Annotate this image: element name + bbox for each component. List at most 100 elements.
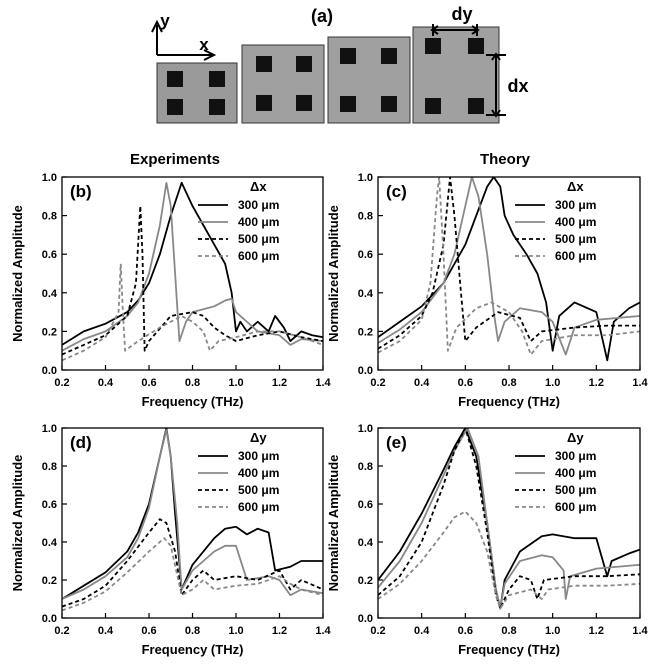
y-tick-label: 0.6 xyxy=(42,499,57,511)
panel-label: (e) xyxy=(386,433,407,452)
series-line xyxy=(378,177,640,356)
series-line xyxy=(62,518,323,608)
legend-label: 500 μm xyxy=(555,232,596,246)
x-tick-label: 0.4 xyxy=(98,625,114,637)
x-tick-label: 1.2 xyxy=(589,625,604,637)
y-axis-label: Normalized Amplitude xyxy=(10,205,25,342)
legend-title: Δx xyxy=(250,179,267,194)
x-axis-label: Frequency (THz) xyxy=(142,394,244,409)
panel-label: (d) xyxy=(70,433,92,452)
y-tick-label: 0.0 xyxy=(358,365,373,377)
y-tick-label: 0.2 xyxy=(358,575,373,587)
y-tick-label: 0.8 xyxy=(358,461,373,473)
x-tick-label: 0.8 xyxy=(185,377,200,389)
y-tick-label: 0.0 xyxy=(42,365,57,377)
legend-label: 300 μm xyxy=(555,449,596,463)
legend-label: 400 μm xyxy=(555,466,596,480)
x-tick-label: 0.8 xyxy=(185,625,200,637)
axes-arrows xyxy=(151,19,506,118)
y-tick-label: 0.4 xyxy=(358,288,374,300)
x-tick-label: 1.4 xyxy=(632,625,648,637)
panel-a: y x (a) dy dx xyxy=(151,4,529,124)
x-tick-label: 0.2 xyxy=(54,625,69,637)
y-tick-label: 1.0 xyxy=(42,423,57,435)
dy-label: dy xyxy=(451,4,472,24)
plot-frame xyxy=(377,176,641,371)
x-tick-label: 1.2 xyxy=(272,625,287,637)
plot-lines xyxy=(62,181,323,362)
chart: 0.2 0.4 0.6 0.8 1.0 1.2 1.40.00.20.40.60.81.0(… xyxy=(326,423,649,657)
legend-label: 600 μm xyxy=(555,249,596,263)
x-tick-label: 1.0 xyxy=(228,377,243,389)
y-tick-label: 0.8 xyxy=(42,461,57,473)
series-line xyxy=(378,177,640,350)
legend-label: 500 μm xyxy=(555,483,596,497)
series-line xyxy=(378,510,640,610)
panel-label: (b) xyxy=(70,182,92,201)
x-axis-label: Frequency (THz) xyxy=(458,642,560,657)
panel-label: (a) xyxy=(311,6,333,26)
legend-label: 300 μm xyxy=(238,449,279,463)
x-tick-label: 0.6 xyxy=(141,377,156,389)
panel-label: (c) xyxy=(386,182,407,201)
x-tick-label: 0.8 xyxy=(501,377,516,389)
plot-frame xyxy=(61,427,324,619)
x-tick-label: 1.0 xyxy=(228,625,243,637)
y-axis-label: Normalized Amplitude xyxy=(326,205,341,342)
legend-label: 400 μm xyxy=(238,466,279,480)
legend-label: 400 μm xyxy=(238,215,279,229)
x-tick-label: 0.6 xyxy=(458,377,473,389)
y-tick-label: 1.0 xyxy=(358,423,373,435)
y-tick-label: 0.4 xyxy=(42,288,58,300)
x-tick-label: 1.2 xyxy=(272,377,287,389)
plot-frame xyxy=(377,427,641,619)
x-tick-label: 1.4 xyxy=(315,625,331,637)
x-tick-label: 0.6 xyxy=(458,625,473,637)
y-tick-label: 0.0 xyxy=(42,613,57,625)
x-tick-label: 0.6 xyxy=(141,625,156,637)
axis-x-label: x xyxy=(199,35,209,54)
series-line xyxy=(62,428,323,600)
legend-label: 600 μm xyxy=(238,249,279,263)
x-axis-label: Frequency (THz) xyxy=(458,394,560,409)
y-tick-label: 0.8 xyxy=(358,211,373,223)
y-tick-label: 0.0 xyxy=(358,613,373,625)
x-tick-label: 1.2 xyxy=(589,377,604,389)
y-tick-label: 0.8 xyxy=(42,211,57,223)
y-tick-label: 0.6 xyxy=(358,249,373,261)
legend-title: Δy xyxy=(567,430,584,445)
x-tick-label: 0.8 xyxy=(501,625,516,637)
legend-title: Δy xyxy=(250,430,267,445)
y-tick-label: 0.6 xyxy=(42,249,57,261)
legend-label: 500 μm xyxy=(238,232,279,246)
series-line xyxy=(378,428,640,610)
legend-label: 400 μm xyxy=(555,215,596,229)
axis-y-label: y xyxy=(160,11,170,30)
series-line xyxy=(62,181,323,346)
y-tick-label: 0.2 xyxy=(42,326,57,338)
x-tick-label: 0.4 xyxy=(414,625,430,637)
legend-label: 300 μm xyxy=(555,198,596,212)
legend-title: Δx xyxy=(567,179,584,194)
x-tick-label: 1.4 xyxy=(315,377,331,389)
chart: 0.2 0.4 0.6 0.8 1.0 1.2 1.40.00.20.40.60.81.0(… xyxy=(10,423,332,657)
column-title: Theory xyxy=(480,151,531,168)
series-line xyxy=(62,181,323,352)
y-tick-label: 0.2 xyxy=(358,326,373,338)
legend-label: 300 μm xyxy=(238,198,279,212)
plot-lines xyxy=(378,177,640,362)
x-axis-label: Frequency (THz) xyxy=(142,642,244,657)
series-line xyxy=(62,429,323,600)
legend-label: 600 μm xyxy=(238,500,279,514)
y-tick-label: 1.0 xyxy=(42,172,57,184)
legend-label: 600 μm xyxy=(555,500,596,514)
plot-frame xyxy=(61,176,324,371)
y-tick-label: 0.4 xyxy=(42,537,58,549)
column-title: Experiments xyxy=(130,151,220,168)
dx-label: dx xyxy=(507,76,528,96)
y-tick-label: 0.2 xyxy=(42,575,57,587)
series-line xyxy=(62,262,323,362)
y-tick-label: 0.6 xyxy=(358,499,373,511)
x-tick-label: 0.4 xyxy=(98,377,114,389)
